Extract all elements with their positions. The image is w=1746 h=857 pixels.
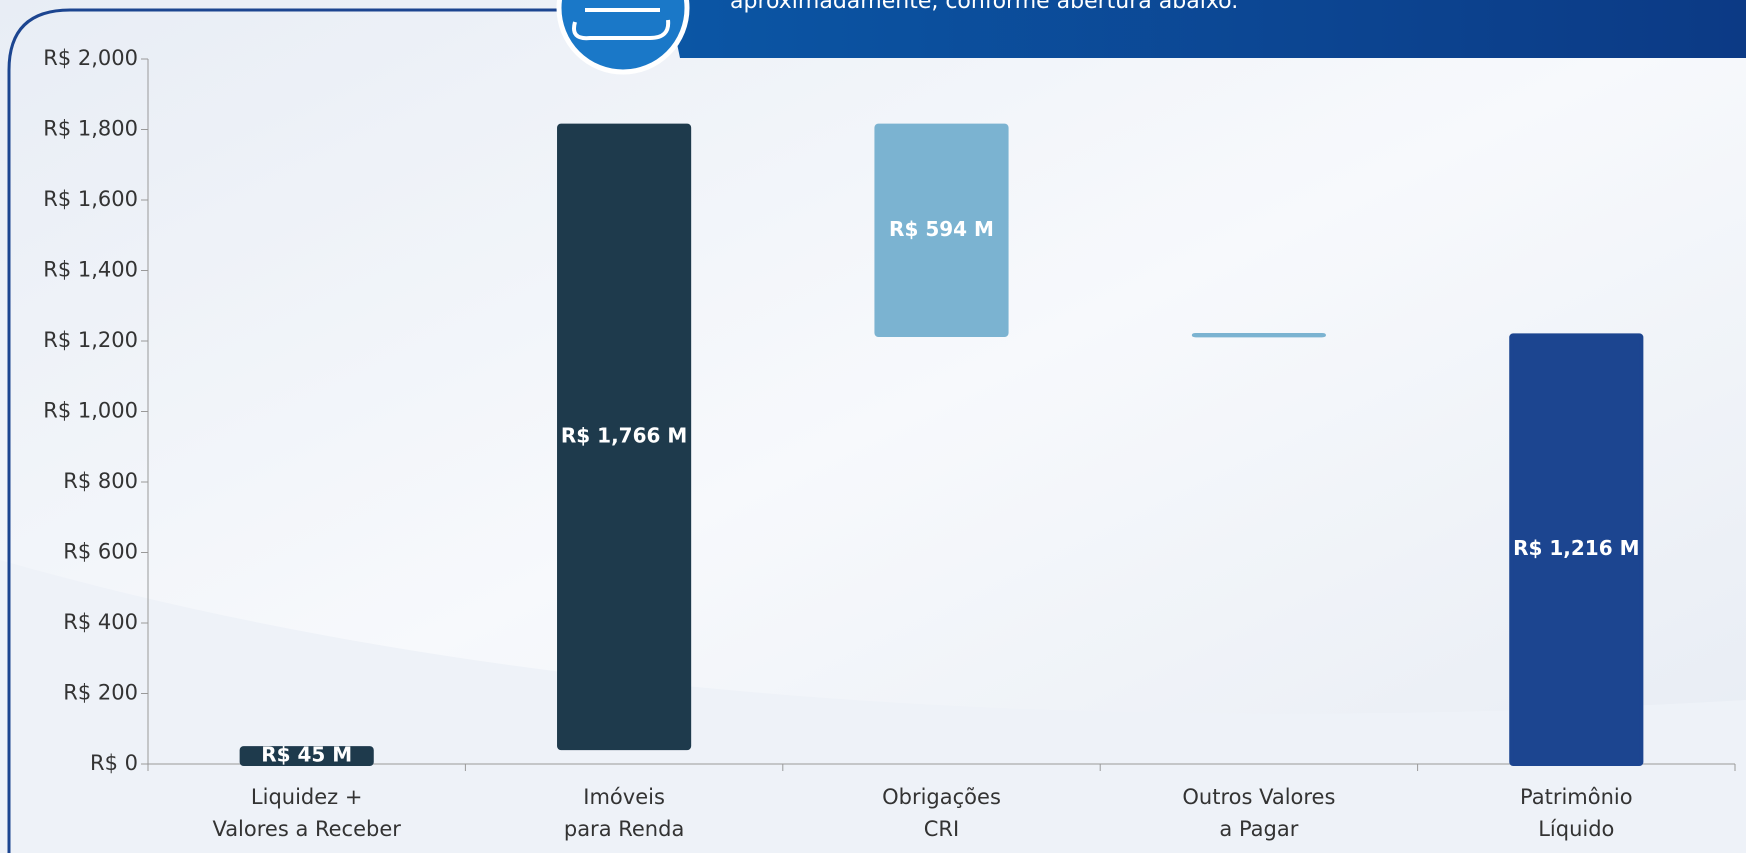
y-tick-label: R$ 0 [90, 751, 138, 775]
x-tick-label: Liquidez + [251, 785, 363, 809]
y-tick-label: R$ 2,000 [43, 46, 138, 70]
x-tick-label: Líquido [1538, 817, 1614, 841]
value-label: R$ 1,216 M [1513, 536, 1639, 560]
y-tick-label: R$ 1,800 [43, 117, 138, 141]
x-tick-label: CRI [924, 817, 959, 841]
y-tick-label: R$ 800 [63, 469, 138, 493]
x-tick-label: Patrimônio [1520, 785, 1633, 809]
value-label: R$ 1,766 M [561, 423, 687, 447]
x-tick-label: a Pagar [1219, 817, 1298, 841]
x-tick-label: Obrigações [882, 785, 1001, 809]
value-label: R$ 594 M [889, 217, 994, 241]
y-tick-label: R$ 1,000 [43, 399, 138, 423]
x-tick-label: Outros Valores [1182, 785, 1335, 809]
y-tick-label: R$ 200 [63, 681, 138, 705]
y-tick-label: R$ 1,400 [43, 258, 138, 282]
y-tick-label: R$ 1,600 [43, 187, 138, 211]
x-tick-label: para Renda [564, 817, 684, 841]
value-label: R$ 45 M [261, 743, 352, 767]
y-tick-label: R$ 400 [63, 610, 138, 634]
y-tick-label: R$ 600 [63, 540, 138, 564]
x-tick-label: Imóveis [583, 785, 665, 809]
x-tick-label: Valores a Receber [212, 817, 401, 841]
y-tick-label: R$ 1,200 [43, 328, 138, 352]
banner-text: aproximadamente, conforme abertura abaix… [730, 0, 1238, 14]
